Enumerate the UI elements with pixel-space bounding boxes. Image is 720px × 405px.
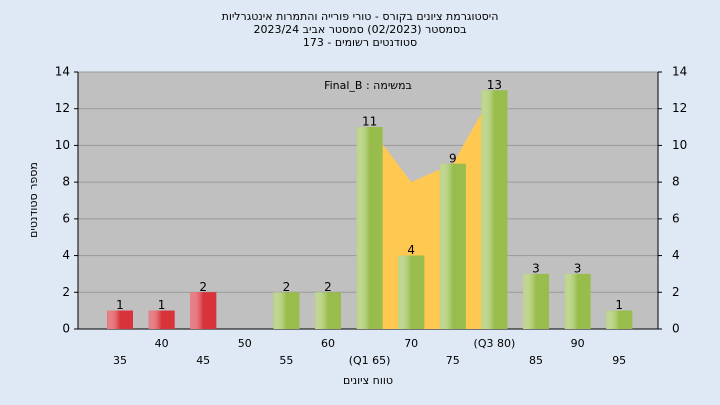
- y2-tick-label: 10: [672, 138, 687, 152]
- y-tick-label: 14: [55, 65, 70, 79]
- y-tick-label: 8: [62, 175, 70, 189]
- data-label: 13: [487, 78, 502, 92]
- data-label: 2: [324, 280, 332, 294]
- bar-shade: [481, 90, 508, 329]
- x-tick-label: 95: [612, 354, 626, 367]
- bar-shade: [107, 310, 133, 329]
- x-tick-label: 90: [571, 337, 585, 350]
- y2-tick-label: 0: [672, 322, 680, 336]
- x-tick-label: 45: [196, 354, 210, 367]
- y-tick-label: 10: [55, 138, 70, 152]
- x-tick-label: 35: [113, 354, 127, 367]
- y-axis-label: מספר סטודנטים: [27, 162, 40, 238]
- bar-shade: [523, 273, 549, 329]
- bar-shade: [273, 292, 300, 329]
- bar-shade: [356, 127, 383, 329]
- x-tick-label: 85: [529, 354, 543, 367]
- data-label: 1: [158, 298, 166, 312]
- y-tick-label: 0: [62, 322, 70, 336]
- y-tick-label: 6: [62, 211, 70, 225]
- x-tick-label: 50: [238, 337, 252, 350]
- y2-tick-label: 2: [672, 285, 680, 299]
- x-tick-label: (Q3 80): [474, 337, 516, 350]
- data-label: 3: [532, 261, 540, 275]
- x-axis-label: טווח ציונים: [343, 374, 393, 387]
- y-tick-label: 2: [62, 285, 70, 299]
- y-tick-label: 12: [55, 101, 70, 115]
- bar-shade: [606, 310, 633, 329]
- bar-shade: [190, 292, 217, 329]
- data-label: 9: [449, 151, 457, 165]
- x-tick-label: 40: [155, 337, 169, 350]
- annotation: Final_B : במשימה: [324, 79, 412, 92]
- bar-shade: [398, 255, 425, 329]
- x-tick-label: (Q1 65): [349, 354, 391, 367]
- y2-tick-label: 6: [672, 211, 680, 225]
- title-line: היסטוגרמת ציונים בקורס - טורי פורייה והת…: [222, 10, 499, 23]
- x-tick-label: 60: [321, 337, 335, 350]
- title-line: סטודנטים רשומים - 173: [303, 36, 417, 49]
- bar-shade: [315, 292, 341, 329]
- y2-tick-label: 4: [672, 248, 680, 262]
- data-label: 2: [199, 280, 207, 294]
- bar-shade: [148, 310, 175, 329]
- y2-tick-label: 8: [672, 175, 680, 189]
- data-label: 3: [574, 261, 582, 275]
- y-tick-label: 4: [62, 248, 70, 262]
- x-tick-label: 55: [279, 354, 293, 367]
- data-label: 1: [615, 298, 623, 312]
- bar-shade: [439, 163, 466, 329]
- y2-tick-label: 12: [672, 101, 687, 115]
- x-tick-label: 70: [404, 337, 418, 350]
- x-tick-label: 75: [446, 354, 460, 367]
- data-label: 4: [407, 243, 415, 257]
- bar-shade: [564, 273, 591, 329]
- data-label: 1: [116, 298, 124, 312]
- data-label: 2: [283, 280, 291, 294]
- title-line: בסמסטר (02/2023) סמסטר אביב 2023/24: [253, 23, 466, 36]
- y2-tick-label: 14: [672, 65, 687, 79]
- data-label: 11: [362, 115, 377, 129]
